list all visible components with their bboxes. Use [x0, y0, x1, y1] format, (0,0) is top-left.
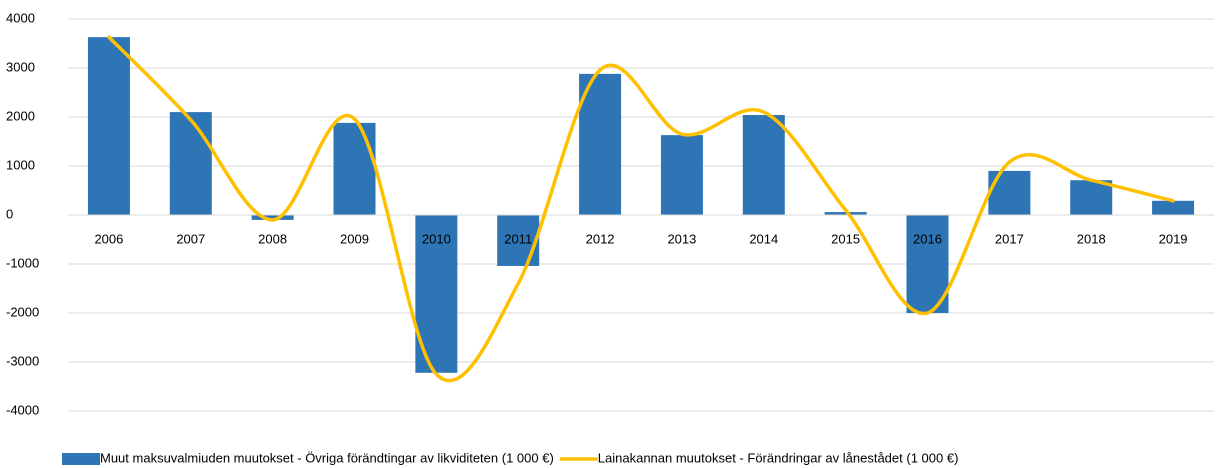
- bar: [988, 170, 1031, 215]
- legend-label: Lainakannan muutokset - Förändringar av …: [598, 450, 959, 465]
- x-tick-label: 2019: [1159, 231, 1188, 246]
- y-tick-label: -2000: [6, 304, 39, 319]
- legend-swatch: [62, 453, 100, 465]
- bar: [497, 215, 540, 266]
- x-tick-label: 2017: [995, 231, 1024, 246]
- x-tick-label: 2018: [1077, 231, 1106, 246]
- bar: [1152, 200, 1195, 215]
- x-tick-label: 2015: [831, 231, 860, 246]
- bar: [333, 122, 376, 215]
- legend-label: Muut maksuvalmiuden muutokset - Övriga f…: [100, 450, 554, 465]
- bar: [906, 215, 949, 313]
- y-tick-label: 2000: [6, 108, 35, 123]
- y-tick-label: 0: [6, 206, 13, 221]
- x-tick-label: 2010: [422, 231, 451, 246]
- y-tick-label: -4000: [6, 402, 39, 417]
- bar: [824, 212, 867, 215]
- y-tick-label: 4000: [6, 10, 35, 25]
- x-tick-label: 2007: [176, 231, 205, 246]
- bar: [579, 73, 622, 215]
- x-tick-label: 2016: [913, 231, 942, 246]
- bar: [251, 215, 294, 220]
- y-tick-label: -1000: [6, 255, 39, 270]
- bar: [87, 37, 130, 215]
- x-tick-label: 2009: [340, 231, 369, 246]
- y-tick-label: 3000: [6, 59, 35, 74]
- bar: [660, 135, 703, 215]
- y-tick-label: -3000: [6, 353, 39, 368]
- bar: [169, 112, 212, 215]
- x-tick-label: 2014: [749, 231, 778, 246]
- bar: [742, 115, 785, 215]
- bar: [1070, 180, 1113, 215]
- x-tick-label: 2013: [667, 231, 696, 246]
- x-tick-label: 2011: [504, 231, 532, 246]
- x-tick-label: 2008: [258, 231, 287, 246]
- line: [107, 35, 1175, 383]
- x-tick-label: 2012: [586, 231, 615, 246]
- x-tick-label: 2006: [94, 231, 123, 246]
- y-tick-label: 1000: [6, 157, 35, 172]
